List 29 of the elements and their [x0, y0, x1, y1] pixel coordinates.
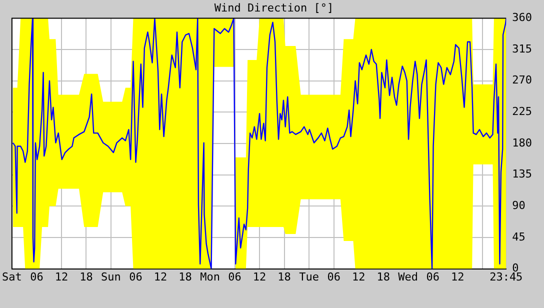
x-tick-label: 12 — [154, 270, 168, 284]
x-tick-label: Mon — [200, 270, 220, 284]
x-tick-label: 12 — [252, 270, 266, 284]
x-tick-label: 06 — [129, 270, 142, 284]
x-tick-label: 12 — [352, 270, 366, 284]
y-tick-label: 360 — [512, 11, 532, 24]
x-tick-label: 12 — [54, 270, 68, 284]
y-tick-label: 270 — [512, 74, 532, 87]
chart-title: Wind Direction [°] — [214, 1, 334, 14]
y-tick-label: 135 — [512, 168, 532, 181]
y-tick-label: 45 — [512, 230, 526, 244]
x-tick-label: Tue — [299, 270, 320, 284]
x-tick-label: 12 — [451, 270, 464, 284]
x-tick-label: 18 — [80, 270, 93, 284]
x-tick-label: Sat — [2, 270, 22, 284]
y-tick-label: 315 — [512, 42, 532, 56]
x-tick-label: Sun — [101, 270, 121, 284]
x-tick-label: 18 — [278, 270, 291, 284]
x-tick-label: 06 — [30, 270, 44, 284]
x-tick-label: 06 — [228, 270, 242, 284]
x-tick-label: 23:45 — [490, 270, 523, 284]
x-tick-label: Wed — [398, 270, 418, 284]
x-tick-label: 06 — [327, 270, 340, 284]
x-tick-label: 06 — [426, 270, 440, 284]
y-tick-label: 180 — [512, 136, 532, 150]
y-tick-label: 225 — [512, 105, 532, 118]
x-tick-label: 18 — [178, 270, 192, 284]
x-tick-label: 18 — [376, 270, 390, 284]
y-tick-label: 90 — [512, 199, 526, 212]
